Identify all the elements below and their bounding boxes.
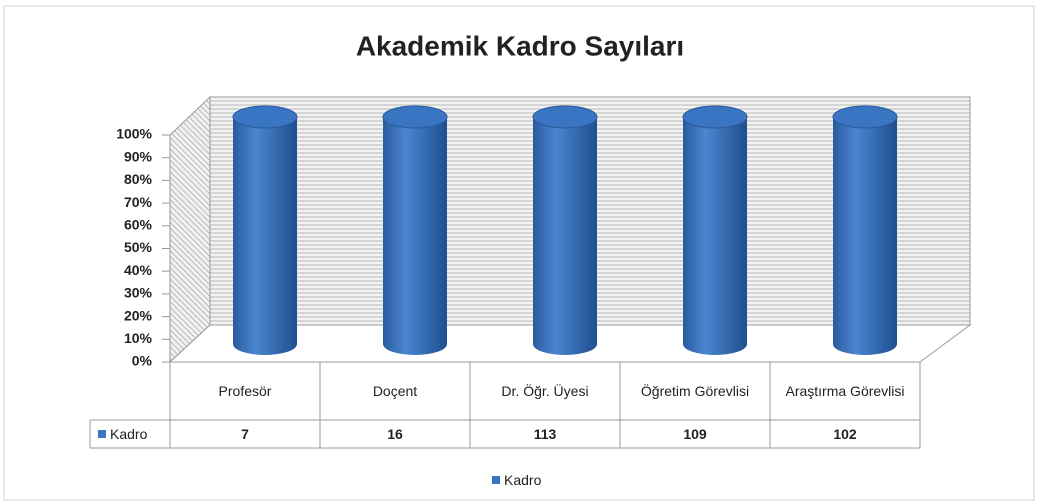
y-tick-label: 10% <box>124 330 153 346</box>
y-tick-label: 70% <box>124 194 153 210</box>
category-label: Dr. Öğr. Üyesi <box>501 383 589 399</box>
y-tick-label: 40% <box>124 262 153 278</box>
side-wall <box>169 95 211 364</box>
legend-key <box>492 476 500 484</box>
cylinder-top <box>832 105 898 129</box>
y-tick-label: 20% <box>124 307 153 323</box>
legend-label: Kadro <box>504 472 542 488</box>
category-label: Araştırma Görevlisi <box>785 383 905 399</box>
category-label: Doçent <box>372 383 418 399</box>
cylinder-top <box>232 105 298 129</box>
category-label: Öğretim Görevlisi <box>640 383 750 399</box>
table-series-name: Kadro <box>110 426 148 442</box>
table-legend-key <box>98 430 106 438</box>
cylinder <box>533 117 597 355</box>
cylinder <box>383 117 447 355</box>
chart-title: Akademik Kadro Sayıları <box>356 30 684 61</box>
cylinder-top <box>682 105 748 129</box>
y-tick-label: 90% <box>124 148 153 164</box>
table-value: 113 <box>533 426 557 442</box>
cylinder <box>683 117 747 355</box>
table-value: 7 <box>241 426 249 442</box>
cylinder <box>833 117 897 355</box>
y-tick-label: 60% <box>124 217 153 233</box>
y-tick-label: 80% <box>124 171 153 187</box>
table-value: 109 <box>683 426 707 442</box>
y-tick-label: 50% <box>124 239 153 255</box>
category-label: Profesör <box>218 383 272 399</box>
table-value: 16 <box>387 426 403 442</box>
cylinder-top <box>532 105 598 129</box>
cylinder-top <box>382 105 448 129</box>
y-tick-label: 30% <box>124 285 153 301</box>
cylinder <box>233 117 297 355</box>
y-tick-label: 100% <box>116 126 152 142</box>
table-value: 102 <box>833 426 857 442</box>
y-tick-label: 0% <box>132 353 153 369</box>
